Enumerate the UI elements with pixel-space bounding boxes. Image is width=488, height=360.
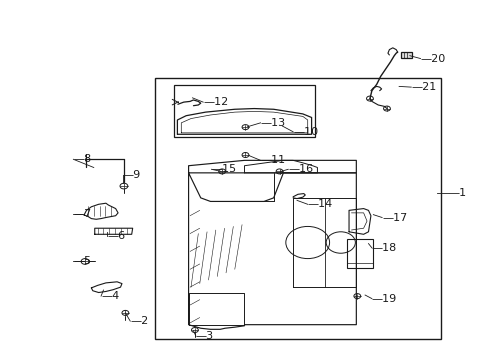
Text: —13: —13 — [260, 118, 285, 128]
Bar — [400, 52, 411, 58]
Text: —3: —3 — [196, 331, 214, 341]
Text: —8: —8 — [73, 154, 91, 164]
Text: —19: —19 — [371, 294, 396, 303]
Bar — [154, 78, 441, 339]
Text: —2: —2 — [130, 316, 148, 326]
Text: —15: —15 — [211, 164, 236, 174]
Text: —17: —17 — [381, 212, 407, 222]
Text: —12: —12 — [203, 97, 228, 107]
Text: —18: —18 — [371, 243, 396, 253]
Text: —6: —6 — [107, 231, 125, 242]
Text: —10: —10 — [292, 127, 318, 137]
Text: —14: —14 — [307, 199, 332, 209]
Text: —1: —1 — [448, 188, 466, 198]
Text: —20: —20 — [420, 54, 445, 64]
Bar — [174, 85, 314, 137]
Text: —7: —7 — [73, 209, 91, 219]
Text: —4: —4 — [101, 291, 119, 301]
Text: —21: —21 — [410, 82, 436, 92]
Bar — [346, 239, 372, 267]
Text: —16: —16 — [287, 164, 313, 174]
Text: —11: —11 — [260, 156, 285, 165]
Text: —5: —5 — [73, 256, 91, 266]
Text: —9: —9 — [122, 170, 141, 180]
